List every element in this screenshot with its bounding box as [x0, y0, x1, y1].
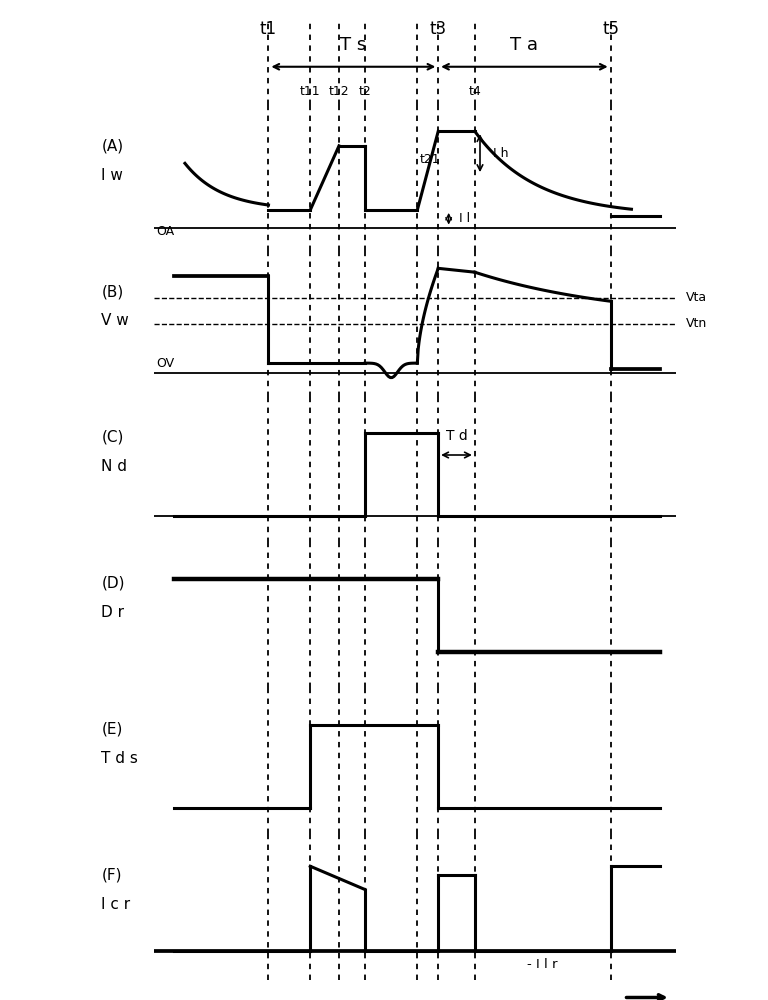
Text: T d s: T d s: [101, 751, 138, 766]
Text: t5: t5: [602, 20, 619, 38]
Text: I c r: I c r: [101, 897, 131, 912]
Text: t4: t4: [468, 85, 482, 98]
Text: I w: I w: [101, 167, 123, 182]
Text: I h: I h: [493, 147, 508, 160]
Text: OV: OV: [156, 357, 174, 370]
Text: T d: T d: [445, 429, 468, 443]
Text: (B): (B): [101, 284, 124, 299]
Text: (F): (F): [101, 867, 122, 882]
Text: - I l r: - I l r: [528, 958, 558, 971]
Text: OA: OA: [156, 225, 174, 238]
Text: Vtn: Vtn: [687, 317, 707, 330]
Text: t12: t12: [329, 85, 349, 98]
Text: V w: V w: [101, 313, 129, 328]
Text: Vta: Vta: [687, 291, 707, 304]
Text: t11: t11: [300, 85, 320, 98]
Text: T s: T s: [340, 36, 366, 54]
Text: t1: t1: [260, 20, 277, 38]
Text: t2: t2: [359, 85, 372, 98]
Text: t3: t3: [429, 20, 447, 38]
Text: T a: T a: [511, 36, 538, 54]
Text: (D): (D): [101, 576, 125, 591]
Text: t21: t21: [420, 153, 441, 166]
Text: I l: I l: [459, 212, 470, 225]
Text: (E): (E): [101, 722, 123, 737]
Text: (A): (A): [101, 138, 124, 153]
Text: (C): (C): [101, 430, 124, 445]
Text: D r: D r: [101, 605, 124, 620]
Text: N d: N d: [101, 459, 127, 474]
